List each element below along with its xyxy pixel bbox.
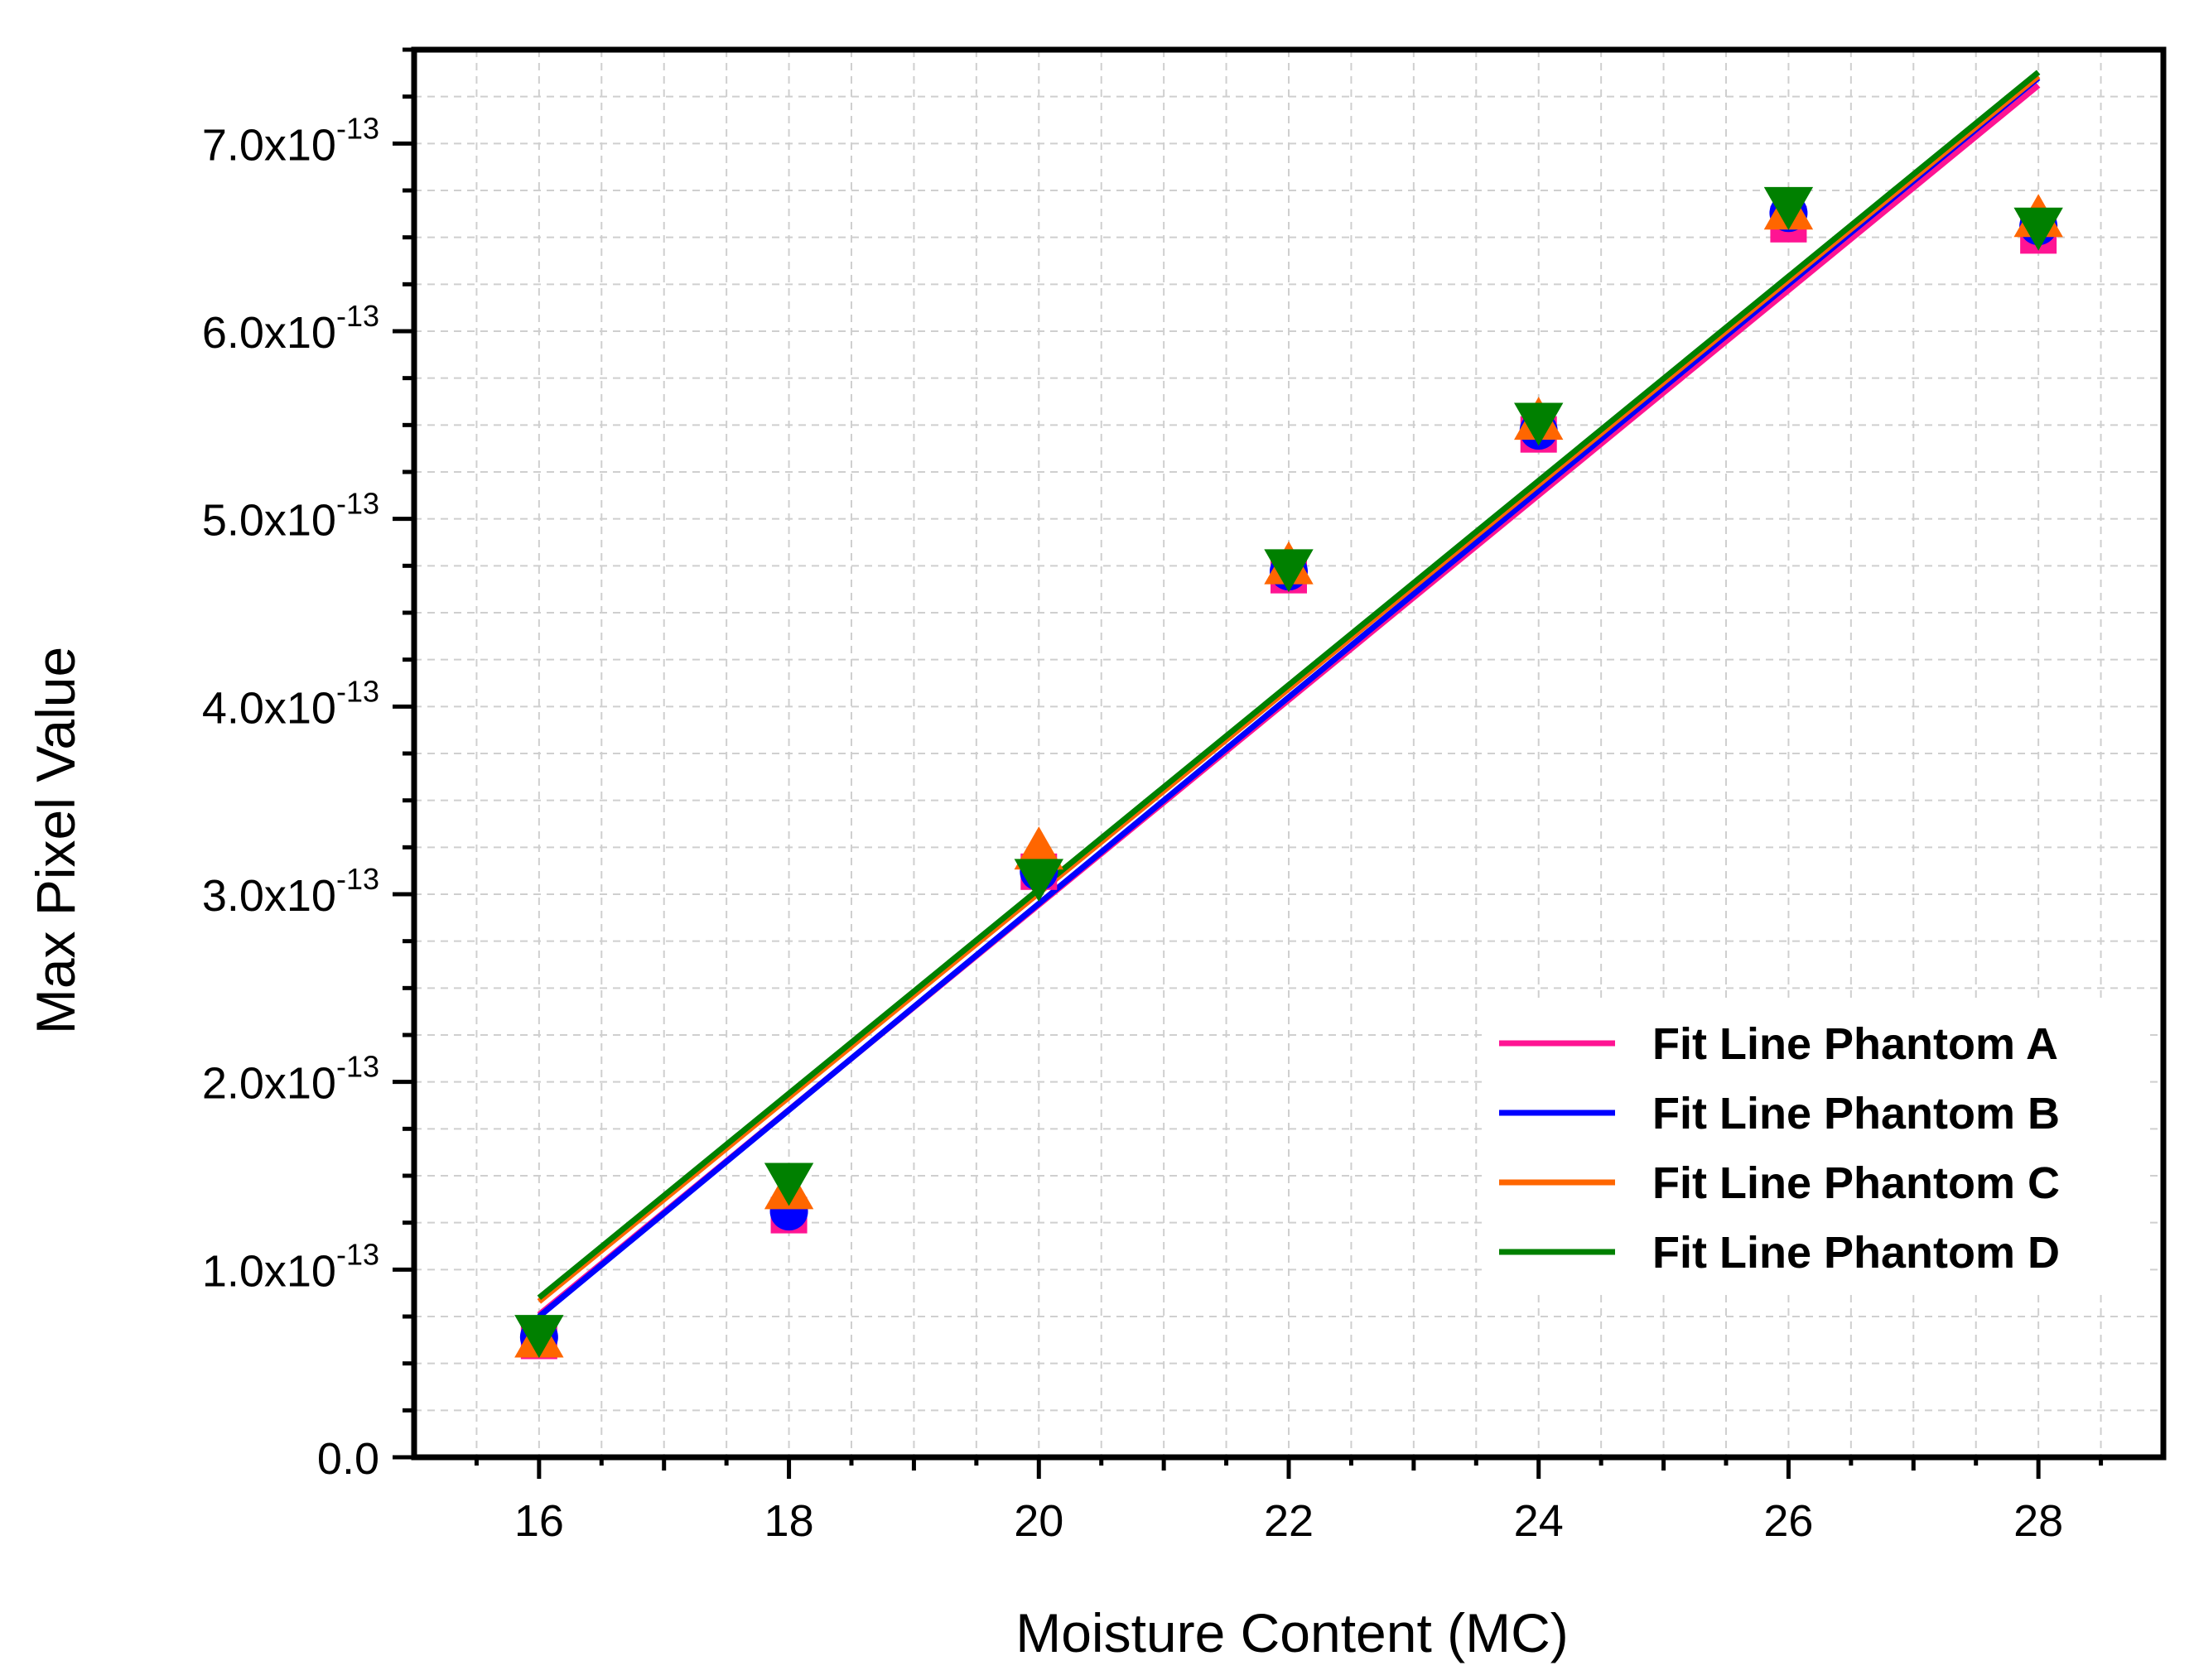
y-tick-mantissa: 5.0x10: [202, 496, 336, 546]
y-tick-mantissa: 0.0: [317, 1434, 379, 1484]
x-axis-title: Moisture Content (MC): [1015, 1602, 1569, 1663]
y-tick-exponent: -13: [336, 1050, 379, 1084]
y-tick-mantissa: 6.0x10: [202, 308, 336, 358]
data-point-phantom-c: [1014, 826, 1063, 870]
y-tick-mantissa: 7.0x10: [202, 120, 336, 170]
fit-line-phantom-c: [537, 74, 2041, 1304]
y-tick-label: 3.0x10-13: [202, 862, 379, 921]
y-tick-label: 5.0x10-13: [202, 487, 379, 546]
y-tick-exponent: -13: [336, 1237, 379, 1271]
data-markers-layer: [514, 186, 2063, 1360]
y-tick-exponent: -13: [336, 299, 379, 333]
y-tick-mantissa: 3.0x10: [202, 871, 336, 921]
y-tick-label: 0.0: [317, 1434, 379, 1484]
x-tick-label: 22: [1264, 1496, 1314, 1546]
legend-label: Fit Line Phantom A: [1652, 1019, 2058, 1069]
y-tick-label: 1.0x10-13: [202, 1237, 379, 1296]
y-tick-exponent: -13: [336, 111, 379, 145]
legend: Fit Line Phantom A Fit Line Phantom B Fit …: [1483, 998, 2149, 1292]
grid-layer: [414, 50, 2163, 1457]
legend-label: Fit Line Phantom D: [1652, 1228, 2060, 1278]
legend-background: [1483, 998, 2149, 1292]
y-tick-exponent: -13: [336, 862, 379, 896]
data-point-phantom-d: [514, 1315, 564, 1359]
data-point-phantom-d: [1763, 186, 1814, 230]
x-tick-label: 18: [764, 1496, 814, 1546]
y-tick-mantissa: 2.0x10: [202, 1059, 336, 1109]
y-tick-label: 2.0x10-13: [202, 1050, 379, 1109]
data-point-phantom-d: [1514, 402, 1564, 446]
data-point-phantom-d: [1014, 859, 1063, 903]
fit-line-phantom-b: [537, 75, 2041, 1319]
x-tick-label: 20: [1014, 1496, 1063, 1546]
y-tick-exponent: -13: [336, 674, 379, 708]
y-tick-label: 6.0x10-13: [202, 299, 379, 358]
axes-layer: 16 18 20 22 24 26 280.01.0x10-132.0x10-133.0x1…: [202, 46, 2167, 1546]
y-tick-mantissa: 4.0x10: [202, 683, 336, 733]
fit-lines-layer: [537, 70, 2041, 1319]
y-tick-mantissa: 1.0x10: [202, 1246, 336, 1296]
y-axis-title: Max Pixel Value: [25, 647, 86, 1034]
data-point-phantom-d: [1264, 549, 1314, 593]
x-tick-label: 24: [1514, 1496, 1564, 1546]
legend-label: Fit Line Phantom B: [1652, 1089, 2060, 1138]
y-tick-exponent: -13: [336, 487, 379, 521]
fit-line-phantom-d: [537, 70, 2041, 1301]
legend-label: Fit Line Phantom C: [1652, 1158, 2060, 1208]
x-tick-label: 16: [514, 1496, 564, 1546]
data-point-phantom-d: [764, 1163, 814, 1206]
data-point-phantom-d: [2013, 207, 2063, 251]
x-tick-label: 28: [2013, 1496, 2063, 1546]
x-tick-label: 26: [1763, 1496, 1813, 1546]
y-tick-label: 4.0x10-13: [202, 674, 379, 733]
y-tick-label: 7.0x10-13: [202, 111, 379, 170]
